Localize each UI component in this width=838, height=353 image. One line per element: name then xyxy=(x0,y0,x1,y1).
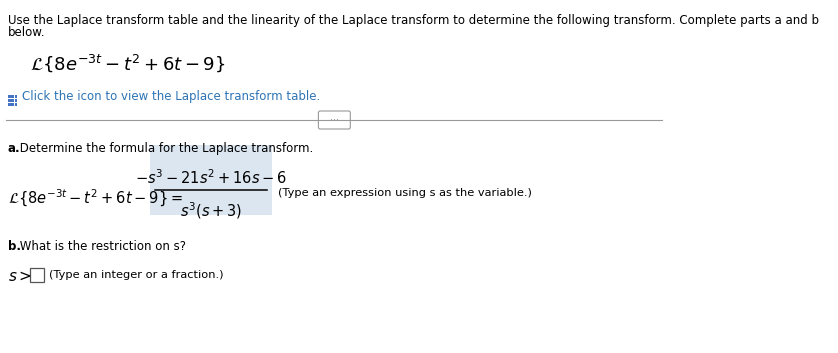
Text: b.: b. xyxy=(8,240,21,253)
Bar xyxy=(29,268,44,282)
Bar xyxy=(15,103,18,106)
Text: $\mathcal{L}\left\{8e^{-3t}-t^{2}+6t-9\right\}=$: $\mathcal{L}\left\{8e^{-3t}-t^{2}+6t-9\r… xyxy=(8,188,183,209)
Bar xyxy=(8,95,11,98)
Bar xyxy=(15,95,18,98)
FancyBboxPatch shape xyxy=(318,111,350,129)
Text: Click the icon to view the Laplace transform table.: Click the icon to view the Laplace trans… xyxy=(23,90,321,103)
Text: $\mathcal{L}\left\{8e^{-3t}-t^{2}+6t-9\right\}$: $\mathcal{L}\left\{8e^{-3t}-t^{2}+6t-9\r… xyxy=(30,52,225,74)
Text: What is the restriction on s?: What is the restriction on s? xyxy=(16,240,186,253)
Bar xyxy=(8,99,11,102)
Bar xyxy=(150,145,272,215)
Text: Determine the formula for the Laplace transform.: Determine the formula for the Laplace tr… xyxy=(16,142,313,155)
Bar xyxy=(12,99,14,102)
Text: a.: a. xyxy=(8,142,21,155)
Text: $s^{3}(s+3)$: $s^{3}(s+3)$ xyxy=(180,200,242,221)
Text: Use the Laplace transform table and the linearity of the Laplace transform to de: Use the Laplace transform table and the … xyxy=(8,14,819,27)
Text: below.: below. xyxy=(8,26,45,39)
Bar xyxy=(8,103,11,106)
Bar xyxy=(12,103,14,106)
Text: (Type an expression using s as the variable.): (Type an expression using s as the varia… xyxy=(278,188,532,198)
Text: ···: ··· xyxy=(330,115,339,125)
Bar xyxy=(12,95,14,98)
Text: $s>$: $s>$ xyxy=(8,270,32,284)
Text: (Type an integer or a fraction.): (Type an integer or a fraction.) xyxy=(49,270,224,280)
Bar xyxy=(15,99,18,102)
Text: $-s^{3}-21s^{2}+16s-6$: $-s^{3}-21s^{2}+16s-6$ xyxy=(135,168,287,187)
